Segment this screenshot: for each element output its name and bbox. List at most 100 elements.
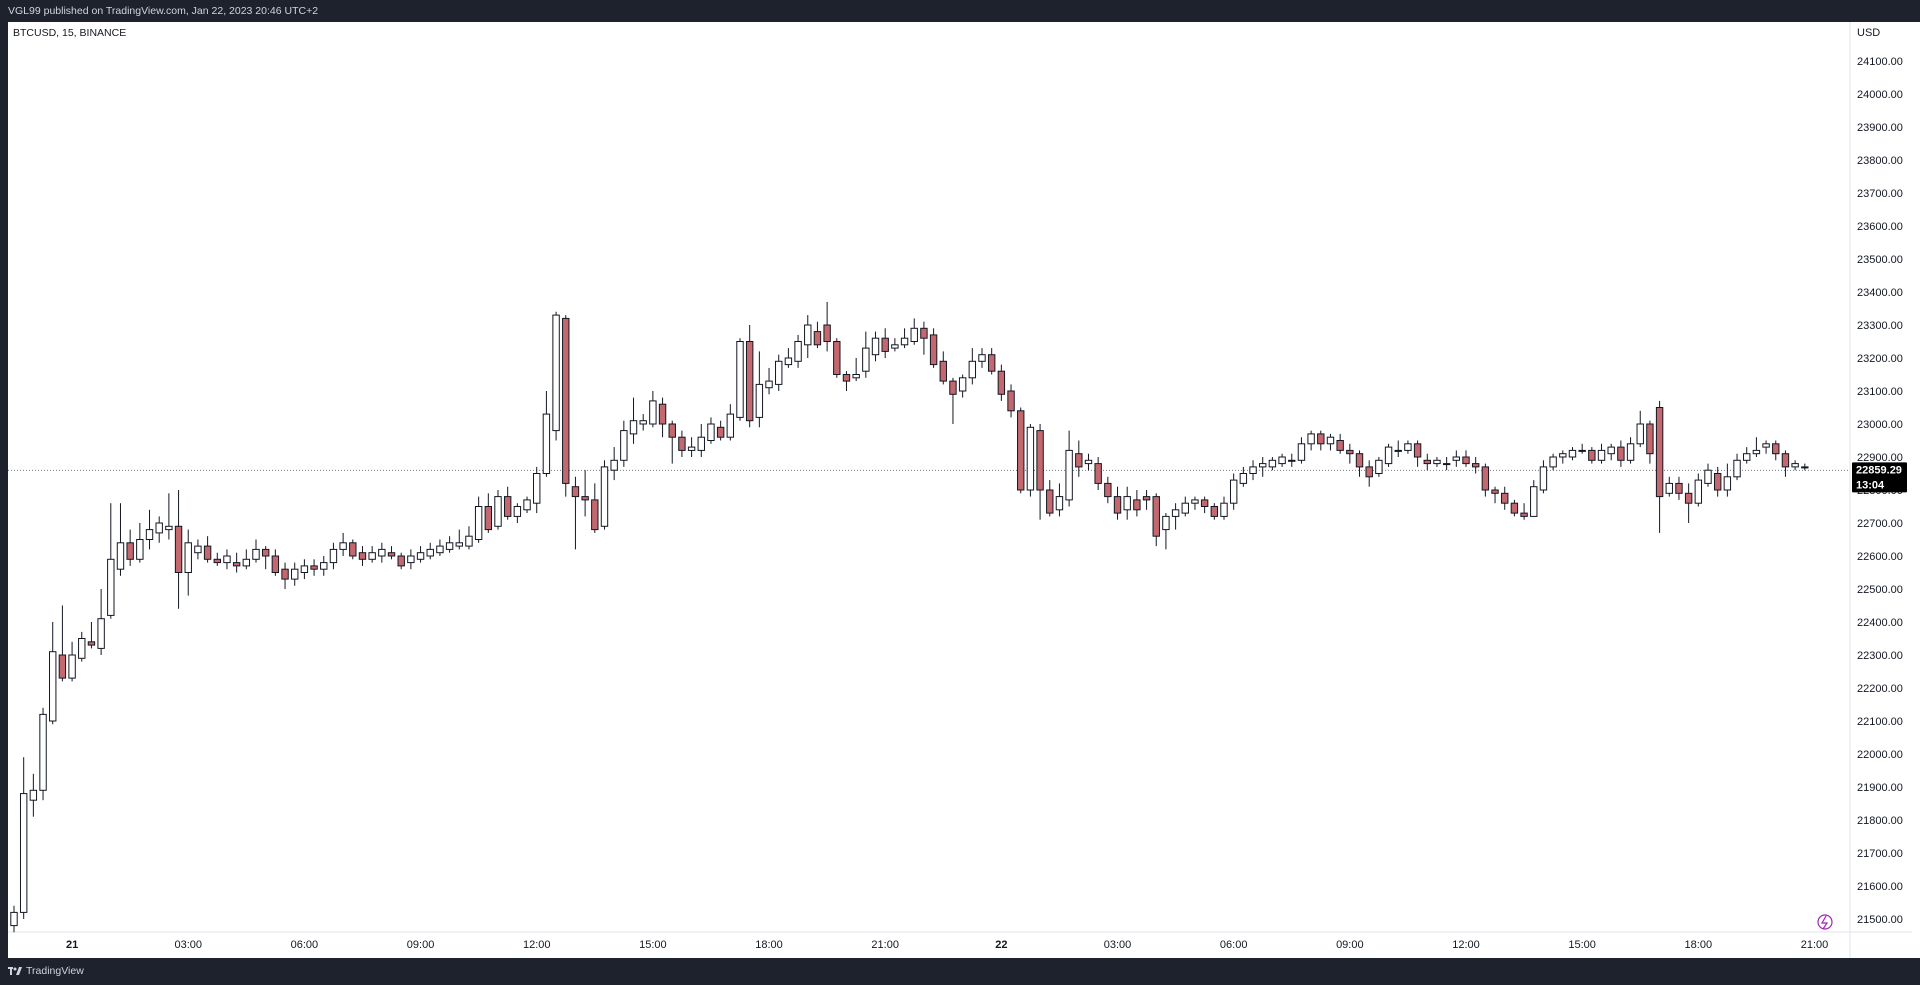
candle-body[interactable] [145,529,154,540]
candle-body[interactable] [1336,440,1344,451]
candle-body[interactable] [1017,410,1025,491]
candle-body[interactable] [600,466,609,527]
candle-body[interactable] [1036,430,1044,491]
candle-body[interactable] [387,552,396,557]
candle-body[interactable] [368,552,376,560]
candle-body[interactable] [1743,453,1751,461]
candle-body[interactable] [1094,463,1102,484]
candle-body[interactable] [426,548,434,557]
candle-body[interactable] [49,651,57,722]
candle-body[interactable] [1655,407,1664,498]
candle-body[interactable] [1259,463,1267,468]
candle-body[interactable] [339,542,347,550]
candle-body[interactable] [1578,449,1586,452]
candle-body[interactable] [358,552,367,560]
candle-body[interactable] [503,496,512,517]
candle-body[interactable] [784,357,793,366]
candle-body[interactable] [1210,506,1219,517]
candle-body[interactable] [968,360,977,379]
candle-body[interactable] [542,413,551,475]
candle-body[interactable] [1288,459,1296,462]
candle-body[interactable] [1007,390,1015,412]
candle-body[interactable] [1171,509,1180,517]
candle-body[interactable] [1462,456,1470,465]
candle-body[interactable] [891,344,899,349]
candle-body[interactable] [833,341,841,375]
candle-body[interactable] [533,473,541,504]
candle-body[interactable] [1588,449,1596,461]
candle-body[interactable] [658,403,667,425]
candle-body[interactable] [378,548,386,557]
candle-body[interactable] [813,331,822,346]
candle-body[interactable] [1365,466,1373,478]
candle-body[interactable] [1162,515,1170,531]
candle-body[interactable] [804,324,812,346]
candle-body[interactable] [1191,499,1199,504]
candle-body[interactable] [165,525,173,531]
candle-body[interactable] [155,522,163,534]
candle-body[interactable] [116,542,125,570]
candle-body[interactable] [639,420,647,425]
candle-body[interactable] [194,545,202,554]
candle-body[interactable] [1791,463,1799,468]
candle-body[interactable] [1713,473,1722,491]
candle-body[interactable] [1733,459,1741,478]
candle-body[interactable] [513,506,522,517]
candle-body[interactable] [329,548,338,564]
candle-body[interactable] [823,324,831,342]
candle-body[interactable] [1684,492,1693,504]
candle-body[interactable] [745,341,754,422]
candle-body[interactable] [1055,496,1064,511]
candle-body[interactable] [97,618,105,649]
candle-body[interactable] [852,374,860,379]
candle-body[interactable] [232,562,241,567]
candle-body[interactable] [1597,449,1606,461]
candle-body[interactable] [620,430,628,461]
candle-body[interactable] [465,535,473,547]
candle-body[interactable] [252,548,260,560]
candle-body[interactable] [1762,443,1770,448]
candle-body[interactable] [958,377,967,392]
candle-body[interactable] [920,327,928,339]
candle-body[interactable] [1704,469,1712,484]
candle-body[interactable] [1694,479,1703,504]
candle-body[interactable] [1723,476,1732,491]
candle-body[interactable] [687,446,696,451]
candle-body[interactable] [1317,433,1325,445]
candle-body[interactable] [87,641,96,646]
candle-body[interactable] [1046,489,1054,514]
candle-body[interactable] [939,360,947,382]
candle-body[interactable] [281,568,289,580]
candle-body[interactable] [1181,502,1189,514]
candle-body[interactable] [1075,453,1083,468]
candle-body[interactable] [571,486,580,498]
candle-body[interactable] [697,436,705,451]
candle-body[interactable] [1346,449,1354,455]
candle-body[interactable] [68,654,76,679]
candle-body[interactable] [1413,443,1422,458]
candle-body[interactable] [78,638,86,659]
candle-body[interactable] [1278,456,1286,465]
candle-body[interactable] [1065,449,1073,501]
lightning-icon[interactable] [1817,914,1833,930]
candle-body[interactable] [407,555,415,564]
candle-body[interactable] [1626,443,1635,461]
candle-body[interactable] [1646,423,1654,455]
candle-body[interactable] [10,911,18,927]
candle-body[interactable] [1781,453,1790,468]
candle-body[interactable] [1384,446,1393,465]
candle-body[interactable] [242,558,251,567]
candle-body[interactable] [126,542,134,560]
candle-body[interactable] [484,506,493,531]
candle-body[interactable] [223,555,231,564]
candle-body[interactable] [1355,453,1364,468]
candle-body[interactable] [552,314,560,432]
candle-body[interactable] [1142,496,1151,501]
candle-body[interactable] [1530,486,1538,517]
candle-body[interactable] [1801,466,1809,469]
candle-body[interactable] [1229,479,1238,504]
candle-body[interactable] [1520,512,1528,517]
candle-body[interactable] [1104,482,1112,498]
candle-body[interactable] [794,341,802,362]
